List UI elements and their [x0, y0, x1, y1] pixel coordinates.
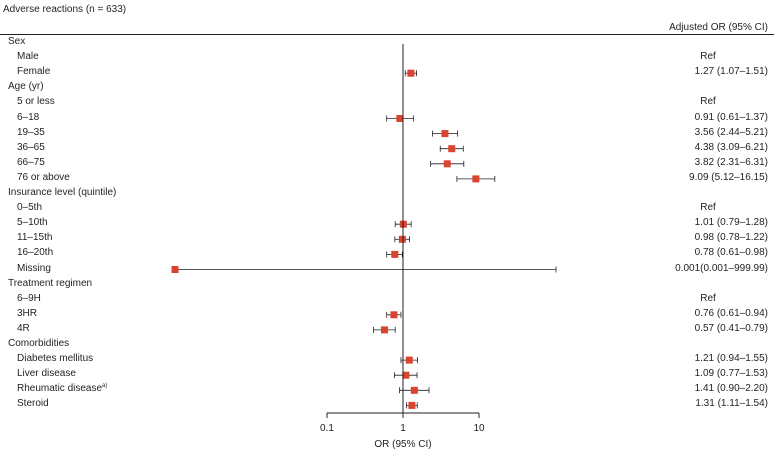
row-label-text: Male: [17, 51, 39, 63]
or-value: 1.09 (0.77–1.53): [694, 368, 768, 380]
group-label: Insurance level (quintile): [8, 187, 116, 199]
row-label-text: 16–20th: [17, 247, 54, 259]
or-value: 3.56 (2.44–5.21): [694, 126, 768, 138]
point-estimate: [410, 386, 418, 394]
group-label: Comorbidities: [8, 338, 69, 350]
group-label: Sex: [8, 36, 25, 48]
x-tick-label: 1: [400, 423, 406, 434]
point-estimate: [443, 160, 451, 168]
row-label-text: 5 or less: [17, 96, 55, 108]
row-label-text: Sex: [8, 36, 26, 47]
reference-label: Ref: [700, 292, 716, 304]
row-label: 4R: [17, 323, 30, 335]
row-label: 19–35: [17, 127, 45, 139]
or-value: 1.31 (1.11–1.54): [695, 398, 768, 410]
point-estimate: [402, 371, 410, 379]
row-label-text: 5–10th: [17, 217, 48, 229]
row-label: 66–75: [17, 157, 45, 169]
row-label-text: Missing: [17, 262, 51, 274]
or-value: 0.98 (0.78–1.22): [694, 232, 768, 244]
or-value: 0.001(0.001–999.99): [675, 262, 768, 274]
reference-label: Ref: [700, 51, 716, 63]
row-label: 0–5th: [17, 202, 42, 214]
or-value: 9.09 (5.12–16.15): [689, 171, 768, 183]
row-label-text: 19–35: [17, 126, 45, 138]
point-estimate: [391, 250, 399, 258]
or-value: 3.82 (2.31–6.31): [694, 156, 768, 168]
row-label-text: 6–9H: [17, 292, 41, 304]
row-label-text: 76 or above: [17, 171, 70, 183]
row-label: Rheumatic diseasea): [17, 383, 107, 395]
header-left: Adverse reactions (n = 633): [3, 4, 127, 15]
row-label-text: Steroid: [17, 398, 49, 410]
row-label-text: 0–5th: [17, 202, 43, 214]
row-label-text: 11–15th: [17, 232, 53, 244]
or-value: 1.27 (1.07–1.51): [694, 66, 768, 78]
row-label: 5 or less: [17, 96, 55, 108]
or-value: 0.76 (0.61–0.94): [694, 307, 768, 319]
point-estimate: [396, 115, 404, 122]
row-label: 11–15th: [17, 232, 52, 244]
row-label-text: 6–18: [17, 111, 40, 123]
header-right: Adjusted OR (95% CI): [669, 22, 768, 33]
row-label-text: 66–75: [17, 156, 45, 168]
point-estimate: [405, 356, 413, 364]
row-label-text: 3HR: [17, 307, 38, 319]
x-axis-label: OR (95% CI): [374, 439, 431, 450]
group-label: Age (yr): [8, 81, 44, 93]
row-label: Diabetes mellitus: [17, 353, 93, 365]
row-label: Male: [17, 51, 39, 63]
row-label-text: Liver disease: [17, 368, 76, 380]
or-value: 1.41 (0.90–2.20): [694, 383, 768, 395]
point-estimate: [441, 130, 449, 138]
point-estimate: [407, 69, 415, 77]
row-label: 6–9H: [17, 293, 41, 305]
row-label-text: Female: [17, 66, 51, 78]
or-value: 1.01 (0.79–1.28): [694, 217, 768, 229]
or-value: 0.57 (0.41–0.79): [694, 322, 768, 334]
point-estimate: [171, 266, 179, 273]
x-tick-label: 0.1: [320, 423, 334, 434]
point-estimate: [448, 145, 456, 153]
row-label: 36–65: [17, 142, 45, 154]
footnote-marker: a): [102, 383, 108, 390]
row-label-text: Comorbidities: [8, 338, 70, 349]
row-label: Liver disease: [17, 368, 76, 380]
point-estimate: [380, 326, 388, 334]
row-label-text: Treatment regimen: [8, 277, 93, 289]
or-value: 1.21 (0.94–1.55): [694, 353, 768, 365]
group-label: Treatment regimen: [8, 278, 92, 290]
row-label: 16–20th: [17, 247, 53, 259]
reference-label: Ref: [700, 96, 716, 108]
point-estimate: [398, 235, 406, 243]
or-value: 4.38 (3.09–6.21): [694, 141, 768, 153]
row-label: 5–10th: [17, 217, 48, 229]
or-value: 0.78 (0.61–0.98): [694, 247, 768, 259]
row-label: 6–18: [17, 112, 39, 124]
or-value: 0.91 (0.61–1.37): [694, 111, 768, 123]
row-label-text: Diabetes mellitus: [17, 353, 94, 365]
x-tick-label: 10: [473, 423, 485, 434]
row-label: 76 or above: [17, 172, 70, 184]
row-label: Missing: [17, 263, 51, 275]
point-estimate: [390, 311, 398, 319]
row-label: Steroid: [17, 398, 49, 410]
point-estimate: [408, 401, 416, 409]
row-label-text: 4R: [17, 322, 30, 334]
row-label: Female: [17, 66, 50, 78]
row-label-text: Rheumatic disease: [17, 383, 103, 395]
row-label-text: Age (yr): [8, 81, 44, 93]
point-estimate: [472, 175, 480, 183]
row-label-text: 36–65: [17, 141, 45, 153]
row-label: 3HR: [17, 308, 37, 320]
reference-label: Ref: [700, 202, 716, 214]
row-label-text: Insurance level (quintile): [8, 187, 117, 198]
header-divider: [0, 34, 774, 35]
